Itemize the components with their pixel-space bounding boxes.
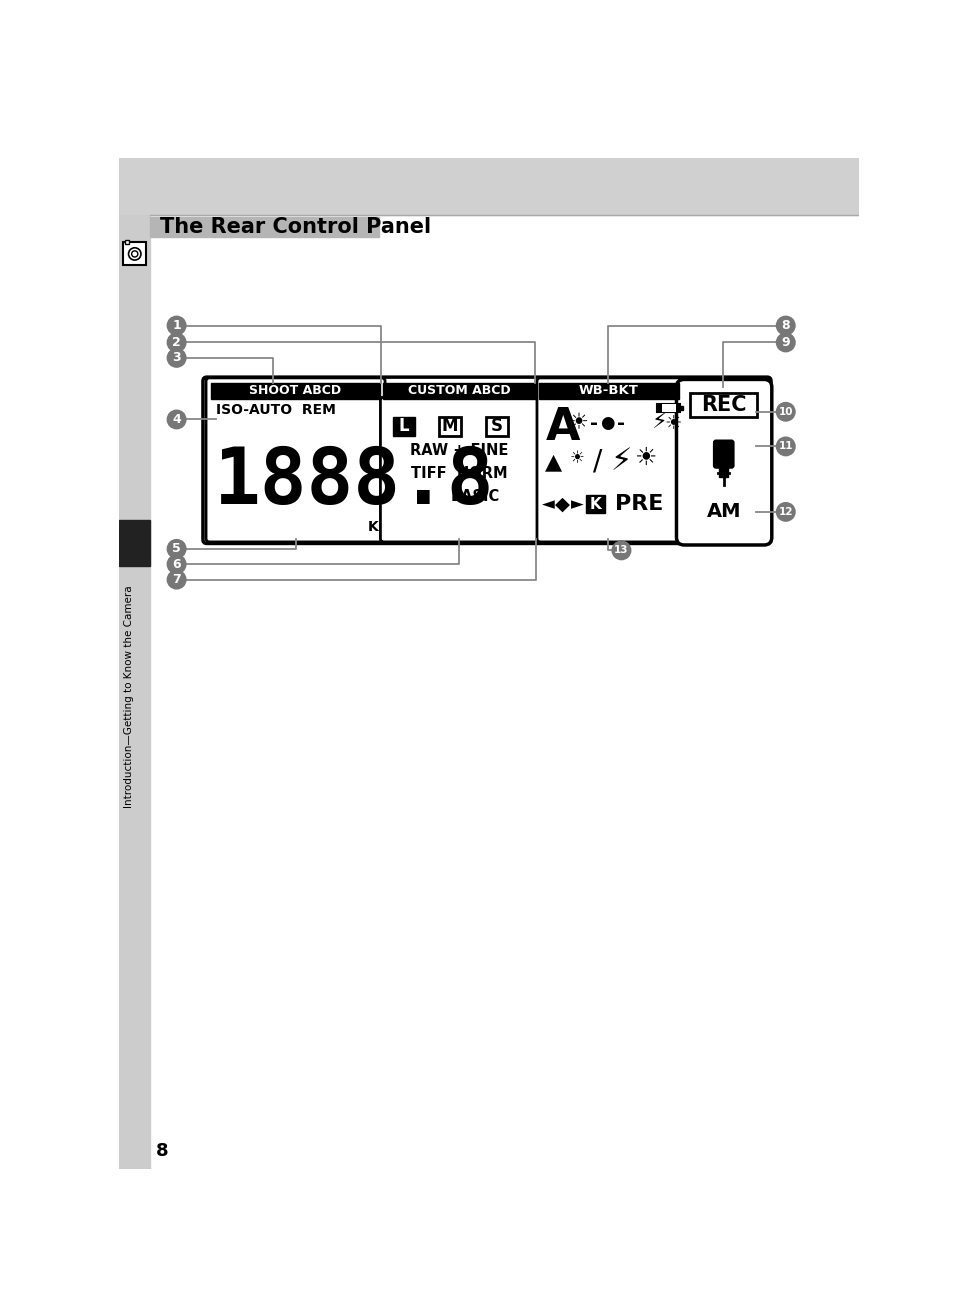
- Circle shape: [132, 251, 137, 258]
- Circle shape: [167, 570, 186, 589]
- Bar: [393, 417, 415, 436]
- FancyBboxPatch shape: [203, 377, 770, 544]
- Bar: [537, 384, 679, 398]
- Text: RAW + FINE: RAW + FINE: [410, 443, 508, 457]
- Text: ◆: ◆: [555, 494, 570, 514]
- Text: 1888.8: 1888.8: [213, 444, 494, 519]
- Circle shape: [167, 317, 186, 335]
- Text: 6: 6: [172, 557, 181, 570]
- Bar: [123, 242, 146, 265]
- FancyBboxPatch shape: [690, 393, 757, 417]
- Text: A: A: [546, 406, 580, 448]
- Text: ●: ●: [599, 414, 614, 432]
- Circle shape: [776, 402, 794, 420]
- Text: 10: 10: [778, 407, 792, 417]
- Text: L: L: [398, 418, 409, 435]
- Text: ►: ►: [570, 495, 583, 514]
- Text: /: /: [592, 448, 601, 476]
- Text: Introduction—Getting to Know the Camera: Introduction—Getting to Know the Camera: [124, 585, 134, 808]
- Text: ☀: ☀: [664, 414, 681, 432]
- Circle shape: [129, 248, 141, 260]
- Bar: [679, 406, 682, 410]
- Text: 9: 9: [781, 336, 789, 350]
- Text: 12: 12: [778, 507, 792, 516]
- Text: 1: 1: [172, 319, 181, 332]
- Bar: [439, 417, 460, 436]
- Text: M: M: [441, 418, 458, 435]
- Circle shape: [776, 317, 794, 335]
- Text: CUSTOM ABCD: CUSTOM ABCD: [408, 385, 510, 398]
- FancyBboxPatch shape: [380, 397, 537, 541]
- Bar: [657, 405, 679, 411]
- Text: 11: 11: [778, 442, 792, 452]
- Circle shape: [612, 541, 630, 560]
- Bar: [719, 461, 728, 477]
- Text: 13: 13: [614, 545, 628, 556]
- Text: PRE: PRE: [615, 494, 663, 514]
- Text: WB-BKT: WB-BKT: [578, 385, 638, 398]
- Text: K: K: [589, 497, 601, 511]
- Text: REC: REC: [700, 394, 745, 415]
- FancyBboxPatch shape: [206, 378, 385, 541]
- Circle shape: [167, 334, 186, 352]
- Text: TIFF  NORM: TIFF NORM: [411, 466, 507, 481]
- Text: BASIC: BASIC: [450, 489, 499, 505]
- Bar: [119, 215, 150, 1169]
- FancyBboxPatch shape: [676, 380, 771, 545]
- Text: -: -: [590, 414, 598, 432]
- Text: ☀: ☀: [567, 414, 587, 434]
- Circle shape: [776, 503, 794, 522]
- Bar: [119, 158, 858, 215]
- Text: ISO-AUTO  REM: ISO-AUTO REM: [216, 403, 335, 418]
- Text: 4: 4: [172, 413, 181, 426]
- Circle shape: [776, 438, 794, 456]
- Bar: [485, 417, 507, 436]
- Bar: [211, 384, 379, 398]
- Circle shape: [167, 555, 186, 573]
- Text: 8: 8: [781, 319, 789, 332]
- Text: S: S: [490, 418, 502, 435]
- Circle shape: [167, 410, 186, 428]
- Text: ◄: ◄: [541, 495, 555, 514]
- Text: ▲: ▲: [544, 452, 561, 472]
- Text: 3: 3: [172, 351, 181, 364]
- Circle shape: [167, 348, 186, 367]
- Text: K: K: [368, 520, 378, 535]
- Bar: [382, 384, 536, 398]
- FancyBboxPatch shape: [712, 439, 734, 469]
- Text: 7: 7: [172, 573, 181, 586]
- Bar: [585, 495, 604, 514]
- Circle shape: [167, 540, 186, 558]
- Text: AM: AM: [706, 502, 740, 522]
- Text: -: -: [616, 414, 624, 432]
- Text: ☀: ☀: [569, 449, 584, 466]
- Bar: [125, 240, 130, 244]
- Bar: [119, 519, 150, 566]
- Bar: [661, 405, 675, 411]
- Circle shape: [776, 334, 794, 352]
- Text: 2: 2: [172, 336, 181, 350]
- Bar: [150, 217, 378, 237]
- Text: ⚡: ⚡: [651, 414, 666, 434]
- Text: SHOOT ABCD: SHOOT ABCD: [249, 385, 341, 398]
- FancyBboxPatch shape: [537, 378, 682, 541]
- Text: ⚡: ⚡: [609, 447, 631, 477]
- Text: ☀: ☀: [635, 445, 657, 470]
- Text: The Rear Control Panel: The Rear Control Panel: [159, 217, 430, 237]
- Text: 5: 5: [172, 543, 181, 556]
- Text: 8: 8: [155, 1142, 168, 1160]
